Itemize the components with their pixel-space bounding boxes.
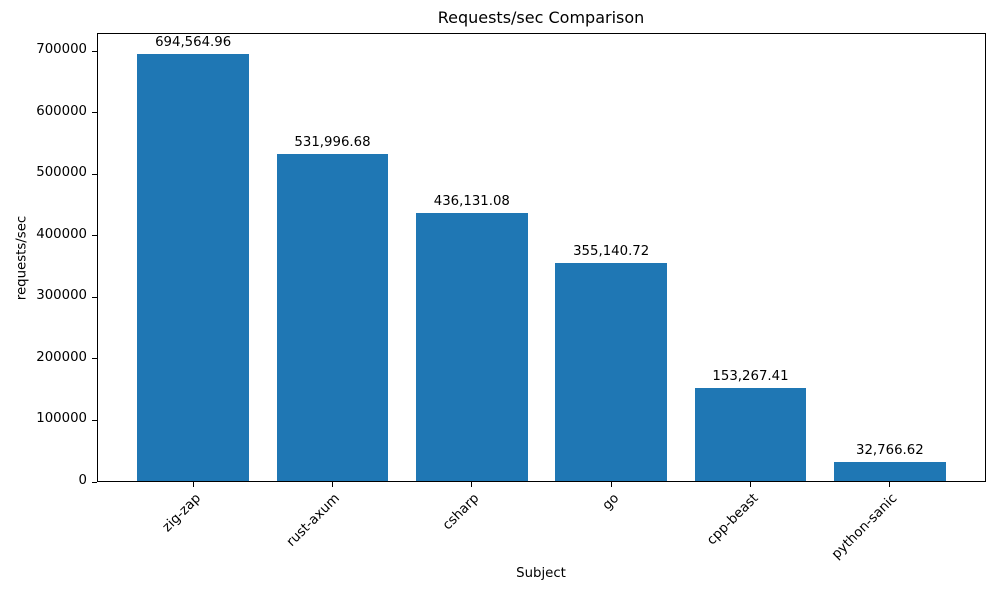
bar-value-label: 153,267.41 (712, 368, 789, 384)
x-tick-mark (610, 482, 612, 487)
bar (416, 213, 528, 482)
y-tick-mark (92, 419, 97, 421)
y-tick-label: 100000 (36, 411, 87, 427)
bar-value-label: 32,766.62 (856, 442, 924, 458)
bar-value-label: 531,996.68 (294, 135, 371, 151)
y-tick-mark (92, 50, 97, 52)
bar (694, 387, 807, 482)
y-tick-mark (92, 481, 97, 483)
y-tick-label: 700000 (36, 42, 87, 58)
x-tick-label: go (599, 491, 622, 514)
y-tick-label: 400000 (36, 226, 87, 242)
bar-value-label: 355,140.72 (573, 244, 650, 260)
y-tick-mark (92, 235, 97, 237)
x-tick-label: zig-zap (159, 491, 204, 536)
y-tick-mark (92, 358, 97, 360)
y-tick-label: 500000 (36, 165, 87, 181)
x-tick-label: cpp-beast (703, 491, 762, 549)
x-tick-label: csharp (440, 491, 483, 534)
bar (137, 54, 249, 482)
y-tick-label: 200000 (36, 349, 87, 365)
y-tick-mark (92, 112, 97, 114)
y-tick-label: 0 (78, 473, 87, 488)
x-axis-label: Subject (516, 566, 566, 581)
bar-value-label: 436,131.08 (433, 194, 510, 210)
x-tick-mark (192, 482, 194, 487)
x-tick-mark (331, 482, 333, 487)
bar (834, 461, 946, 482)
x-tick-label: rust-axum (284, 491, 344, 550)
y-tick-mark (92, 173, 97, 175)
y-tick-mark (92, 296, 97, 298)
bar (276, 154, 389, 482)
x-tick-label: python-sanic (829, 491, 901, 563)
x-tick-mark (471, 482, 473, 487)
y-tick-label: 600000 (36, 103, 87, 119)
chart-title: Requests/sec Comparison (437, 8, 645, 27)
bar-value-label: 694,564.96 (155, 35, 232, 51)
x-tick-mark (889, 482, 891, 487)
x-tick-mark (750, 482, 751, 487)
bar (555, 263, 667, 482)
y-tick-label: 300000 (36, 288, 87, 304)
